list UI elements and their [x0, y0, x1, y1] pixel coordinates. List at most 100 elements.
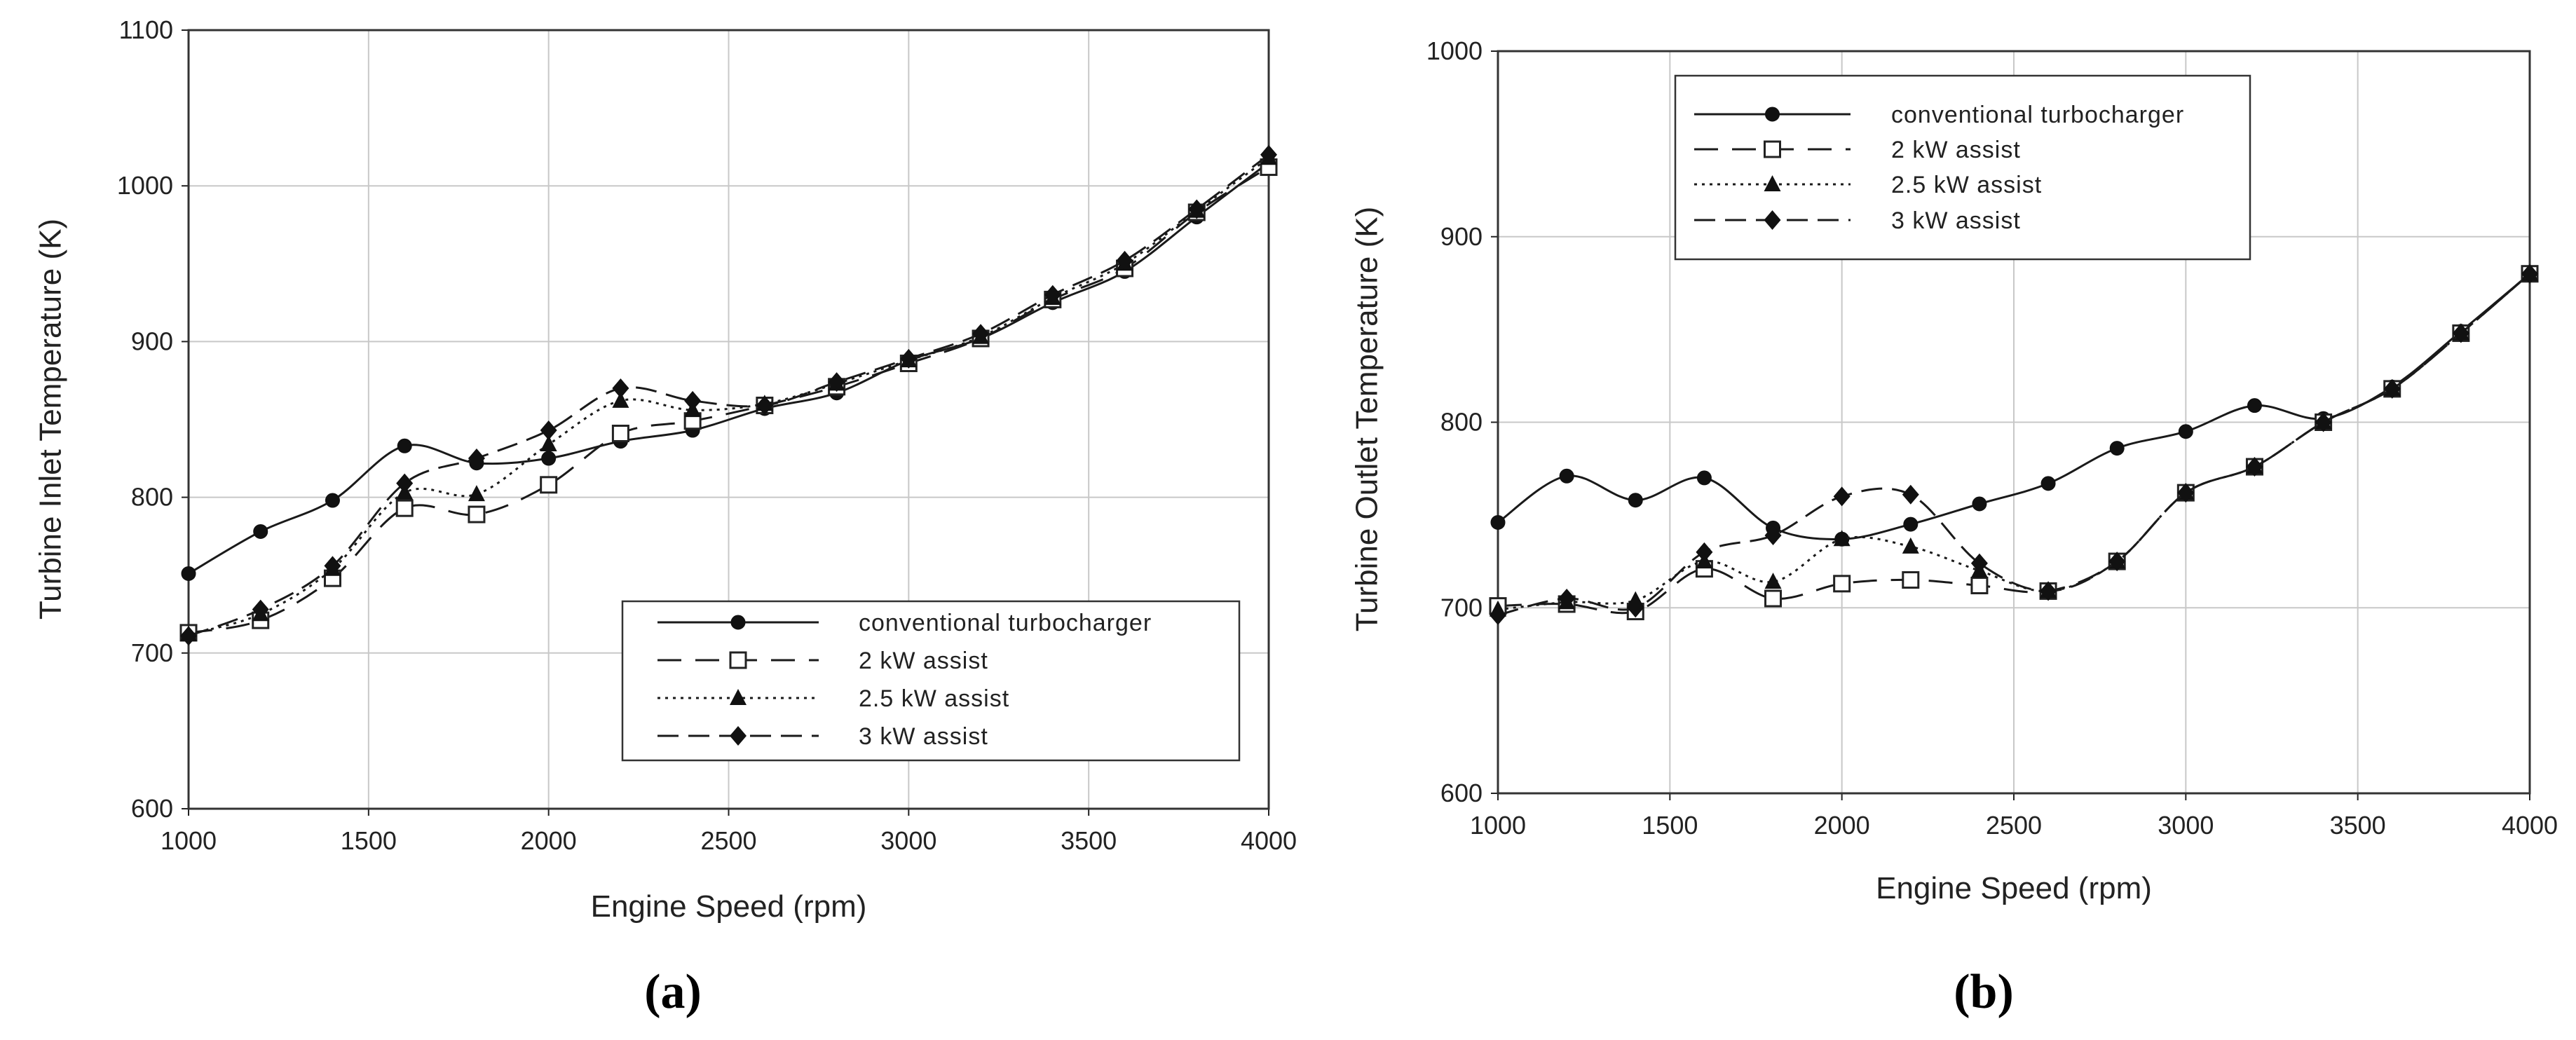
data-point-open-square	[1833, 575, 1851, 593]
data-point-triangle	[468, 485, 485, 502]
series-3-kw-assist	[180, 144, 1277, 646]
data-point-diamond	[1188, 199, 1206, 219]
y-tick-label: 900	[131, 327, 173, 355]
data-point-diamond	[1970, 553, 1988, 573]
data-point-diamond	[2040, 581, 2057, 601]
y-tick-label: 1100	[119, 15, 173, 44]
data-point-triangle	[612, 391, 629, 408]
data-point-circle	[2040, 476, 2056, 491]
data-point-circle	[1628, 493, 1643, 508]
data-point-diamond	[396, 473, 414, 493]
data-point-open-square	[395, 499, 414, 517]
data-point-open-square	[540, 476, 558, 494]
legend-label: 3 kW assist	[1891, 207, 2021, 234]
series-line	[188, 166, 1269, 634]
data-point-diamond	[1490, 605, 1506, 625]
data-point-diamond	[540, 420, 557, 441]
legend: conventional turbocharger 2 kW assist 2.5 …	[621, 600, 1241, 762]
data-point-open-square	[468, 505, 486, 524]
data-point-diamond	[972, 324, 990, 344]
legend-label: conventional turbocharger	[1891, 102, 2184, 128]
x-tick-label: 1500	[341, 826, 397, 855]
series-3-kw-assist	[1490, 264, 2538, 625]
legend-marker-open-square	[729, 651, 747, 669]
y-tick-label: 1000	[1426, 36, 1483, 65]
data-point-diamond	[2108, 552, 2126, 572]
data-point-diamond	[1044, 285, 1061, 305]
data-point-diamond	[2452, 323, 2469, 343]
data-point-circle	[253, 524, 268, 539]
x-tick-label: 3500	[2330, 811, 2386, 840]
x-tick-label: 2000	[521, 826, 577, 855]
plot-frame	[187, 29, 1270, 810]
data-point-diamond	[1260, 144, 1277, 165]
x-tick-label: 1000	[161, 826, 217, 855]
series-line	[188, 161, 1269, 575]
data-point-open-square	[611, 424, 629, 442]
data-point-triangle	[540, 435, 557, 452]
data-point-diamond	[1116, 250, 1133, 271]
data-point-circle	[1696, 470, 1712, 486]
series-line	[188, 156, 1269, 636]
legend-label: 3 kW assist	[859, 723, 988, 750]
data-point-diamond	[180, 626, 197, 646]
data-point-triangle	[1764, 573, 1782, 589]
data-point-circle	[397, 438, 412, 453]
legend-marker-circle	[730, 615, 746, 630]
data-point-triangle	[1902, 537, 1919, 554]
legend-label: 2 kW assist	[1891, 137, 2021, 163]
data-point-open-square	[1902, 571, 1920, 589]
x-tick-label: 4000	[1241, 826, 1297, 855]
data-point-diamond	[900, 348, 918, 369]
y-axis-title: Turbine Outlet Temperature (K)	[1350, 207, 1384, 631]
x-tick-label: 3000	[880, 826, 936, 855]
x-tick-label: 1000	[1470, 811, 1526, 840]
data-point-diamond	[756, 395, 773, 416]
data-point-diamond	[1627, 598, 1644, 618]
data-point-diamond	[612, 378, 629, 399]
data-point-open-square	[1970, 576, 1989, 594]
data-point-diamond	[324, 556, 341, 576]
data-point-diamond	[1833, 486, 1851, 507]
x-tick-label: 2500	[1986, 811, 2042, 840]
data-point-circle	[1903, 516, 1919, 532]
data-point-diamond	[1696, 542, 1713, 562]
data-point-diamond	[2177, 483, 2195, 503]
legend-box	[621, 600, 1241, 762]
y-tick-label: 700	[1440, 593, 1483, 622]
series-line	[1497, 273, 2530, 617]
legend-label: 2 kW assist	[859, 648, 988, 674]
data-point-circle	[181, 566, 196, 581]
y-tick-label: 1000	[117, 171, 173, 200]
data-point-open-square	[1764, 589, 1783, 608]
legend-marker-triangle	[1764, 175, 1781, 191]
data-point-diamond	[2315, 412, 2332, 432]
chart-a: 1000 1500 2000 2500 3000 3500 4000 600 700 800 900…	[34, 15, 1297, 1019]
data-point-diamond	[468, 449, 485, 469]
data-point-circle	[325, 493, 340, 508]
legend-marker-open-square	[1764, 140, 1781, 158]
y-tick-label: 600	[1440, 779, 1483, 807]
legend-marker-circle	[1765, 107, 1780, 122]
y-tick-label: 700	[131, 638, 173, 667]
data-point-diamond	[2383, 378, 2401, 399]
plot-frame	[1497, 50, 2531, 795]
data-point-circle	[1972, 496, 1987, 512]
legend-marker-triangle	[730, 689, 747, 705]
data-point-diamond	[1902, 484, 1919, 505]
x-axis-title: Engine Speed (rpm)	[591, 889, 867, 924]
data-point-diamond	[684, 390, 702, 411]
legend-marker-diamond	[730, 726, 747, 746]
data-point-circle	[2247, 398, 2262, 413]
data-point-diamond	[2246, 457, 2263, 477]
subfigure-caption: (b)	[1954, 965, 2014, 1019]
data-point-diamond	[252, 599, 269, 620]
data-point-diamond	[828, 372, 845, 392]
data-point-diamond	[2521, 264, 2538, 284]
y-tick-label: 900	[1440, 222, 1483, 251]
legend-label: conventional turbocharger	[859, 610, 1152, 636]
x-tick-label: 3500	[1061, 826, 1117, 855]
y-tick-label: 800	[131, 483, 173, 512]
x-tick-label: 2000	[1814, 811, 1870, 840]
